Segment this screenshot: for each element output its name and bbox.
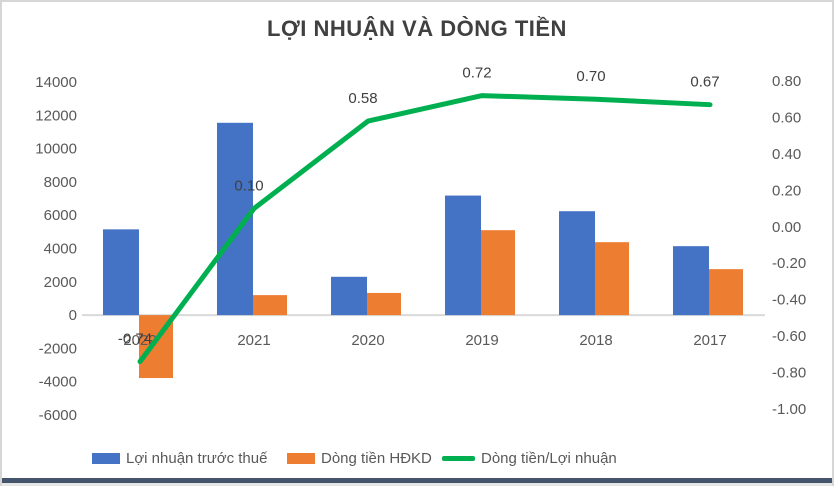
bar-cashflow-2021: [253, 295, 287, 316]
right-axis-tick: 0.80: [772, 73, 801, 90]
legend-swatch-profit-bar: [92, 452, 120, 464]
left-axis-tick: 2000: [44, 274, 77, 291]
line-data-label-2017: 0.67: [690, 74, 719, 91]
left-axis-tick: -2000: [39, 340, 77, 357]
legend-item-profit: Lợi nhuận trước thuế: [92, 447, 267, 469]
ratio-line: [137, 93, 713, 365]
right-axis-tick: -0.80: [772, 365, 806, 382]
bar-cashflow-2018: [595, 242, 629, 316]
line-data-label-2019: 0.72: [462, 65, 491, 82]
legend-swatch-ratio-line: [442, 455, 475, 461]
left-axis-tick: 0: [69, 307, 77, 324]
right-axis-tick: -0.20: [772, 255, 806, 272]
x-axis-label-2021: 2021: [237, 332, 270, 349]
bar-profit-2019: [445, 195, 481, 316]
right-axis-tick: 0.60: [772, 109, 801, 126]
chart-title: LỢI NHUẬN VÀ DÒNG TIỀN: [267, 16, 567, 41]
right-axis-tick: 0.20: [772, 182, 801, 199]
legend-label-ratio: Dòng tiền/Lợi nhuận: [481, 449, 617, 467]
x-axis-label-2018: 2018: [579, 332, 612, 349]
left-axis-tick: 6000: [44, 207, 77, 224]
x-axis-label-2019: 2019: [465, 332, 498, 349]
left-axis-tick: 14000: [35, 74, 77, 91]
line-data-label-2018: 0.70: [576, 68, 605, 85]
left-axis-tick: -4000: [39, 374, 77, 391]
right-axis-tick: -1.00: [772, 401, 806, 418]
legend-swatch-cashflow-bar: [287, 452, 315, 464]
left-axis-tick: 8000: [44, 174, 77, 191]
x-axis-label-2020: 2020: [351, 332, 384, 349]
right-axis-tick: -0.40: [772, 292, 806, 309]
bottom-border: [2, 478, 832, 483]
bar-profit-2017: [673, 246, 709, 316]
legend-label-cashflow: Dòng tiền HĐKD: [321, 449, 432, 467]
bottom-border-light: [2, 483, 832, 486]
right-axis-tick: 0.40: [772, 146, 801, 163]
x-axis-label-2022: 2022: [123, 332, 156, 349]
line-data-label-2021: 0.10: [234, 178, 263, 195]
bar-cashflow-2019: [481, 230, 515, 316]
line-data-label-2020: 0.58: [348, 90, 377, 107]
bar-profit-2018: [559, 211, 595, 316]
x-axis-label-2017: 2017: [693, 332, 726, 349]
legend-label-profit: Lợi nhuận trước thuế: [126, 449, 268, 467]
bar-cashflow-2020: [367, 292, 401, 316]
right-axis-tick: -0.60: [772, 328, 806, 345]
left-axis-tick: -6000: [39, 407, 77, 424]
bar-profit-2022: [103, 229, 139, 316]
bar-cashflow-2017: [709, 269, 743, 316]
legend: Lợi nhuận trước thuế Dòng tiền HĐKD Dòng…: [2, 447, 832, 469]
bar-profit-2020: [331, 276, 367, 316]
left-axis-tick: 4000: [44, 241, 77, 258]
left-axis-tick: 10000: [35, 141, 77, 158]
legend-item-ratio: Dòng tiền/Lợi nhuận: [442, 447, 617, 469]
right-axis-tick: 0.00: [772, 219, 801, 236]
line-data-label-2022: -0.74: [118, 331, 152, 348]
legend-item-cashflow: Dòng tiền HĐKD: [287, 447, 432, 469]
left-axis-tick: 12000: [35, 107, 77, 124]
